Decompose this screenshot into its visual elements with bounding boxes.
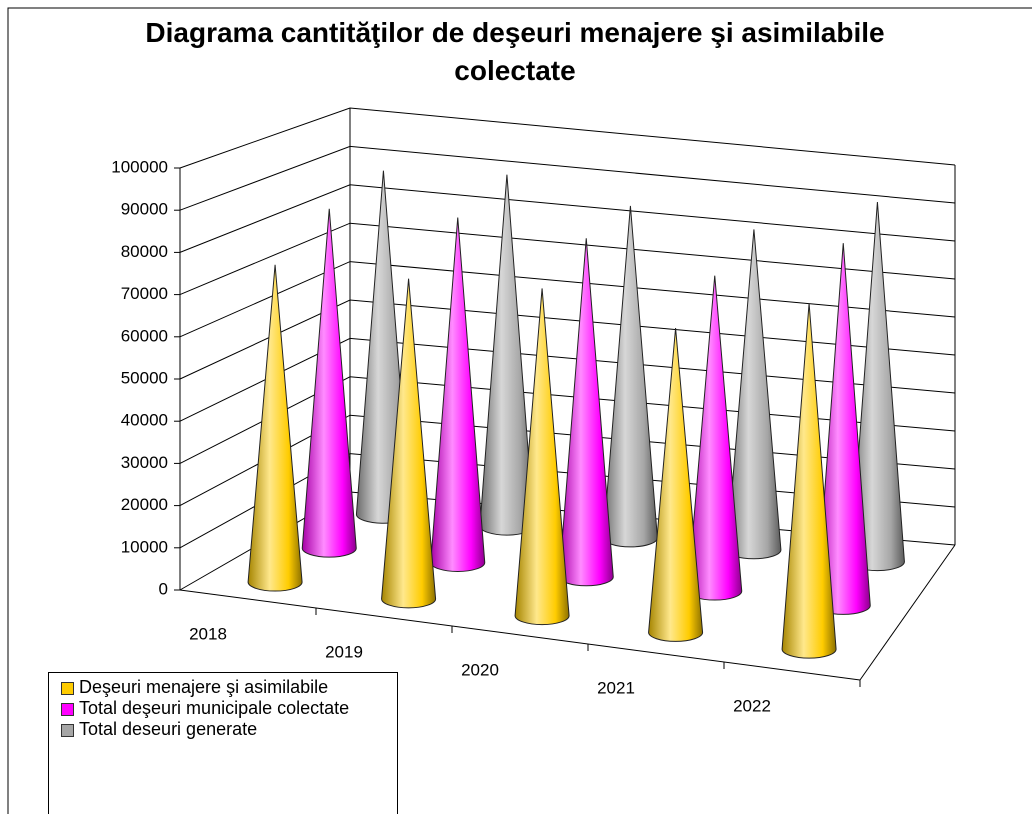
x-tick-label: 2022 (733, 696, 771, 715)
floor-edge (179, 589, 861, 681)
cone (301, 208, 357, 558)
legend-item: Total deşeuri municipale colectate (61, 698, 359, 719)
legend-item: Total deseuri generate (61, 719, 359, 740)
y-tick-label: 80000 (121, 242, 168, 261)
y-tick-label: 50000 (121, 368, 168, 387)
y-tick-label: 10000 (121, 537, 168, 556)
y-tick-label: 40000 (121, 411, 168, 430)
legend-item: Deşeuri menajere şi asimilabile (61, 677, 359, 698)
cone (514, 288, 570, 626)
x-tick-label: 2019 (325, 642, 363, 661)
cone (558, 238, 614, 587)
legend-swatch (61, 682, 74, 695)
chart-title: Diagrama cantităţilor de deşeuri menajer… (145, 17, 885, 86)
y-tick-label: 0 (159, 579, 168, 598)
y-tick-label: 100000 (111, 157, 168, 176)
legend-swatch (61, 724, 74, 737)
floor-edge (859, 544, 956, 681)
cone (430, 217, 486, 572)
y-tick-label: 30000 (121, 453, 168, 472)
legend-label: Total deşeuri municipale colectate (79, 698, 350, 718)
grid-line (179, 184, 956, 253)
x-tick-label: 2018 (189, 624, 227, 643)
y-tick-label: 60000 (121, 326, 168, 345)
grid-line (179, 145, 956, 211)
frame (7, 7, 1032, 814)
x-tick-label: 2021 (597, 678, 635, 697)
y-tick-label: 70000 (121, 284, 168, 303)
grid-line (179, 222, 956, 296)
x-tick-label: 2020 (461, 660, 499, 679)
legend-swatch (61, 703, 74, 716)
cone (381, 278, 437, 609)
legend-label: Total deseuri generate (79, 719, 258, 739)
cone (247, 264, 303, 592)
legend-label: Deşeuri menajere şi asimilabile (79, 677, 329, 697)
grid-line (179, 107, 956, 169)
cone (648, 327, 704, 642)
y-tick-label: 20000 (121, 495, 168, 514)
legend: Deşeuri menajere şi asimilabile Total deş… (48, 672, 398, 814)
y-tick-label: 90000 (121, 200, 168, 219)
cone (781, 303, 837, 659)
cone (602, 205, 658, 548)
